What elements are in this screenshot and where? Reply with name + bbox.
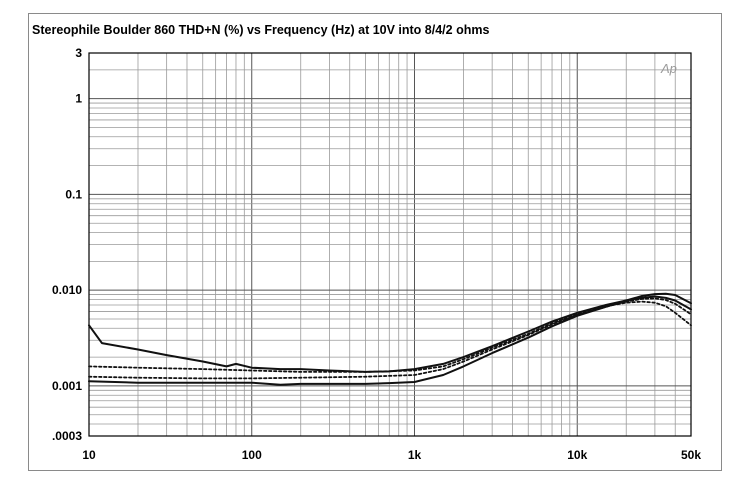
series-line-3 [88,297,692,380]
x-tick-label: 50k [681,448,701,462]
y-tick-label: 1 [75,92,82,106]
y-tick-label: 0.001 [52,379,82,393]
y-tick-label: 0.010 [52,283,82,297]
plot-border [88,52,692,437]
y-tick-label: 3 [75,46,82,60]
chart-title: Stereophile Boulder 860 THD+N (%) vs Fre… [32,23,489,37]
chart-frame: Stereophile Boulder 860 THD+N (%) vs Fre… [28,13,722,471]
series-layer [88,292,692,386]
x-tick-label: 1k [408,448,422,462]
series-line-2 [88,300,692,373]
y-tick-label: 0.1 [65,187,82,201]
ap-watermark: Ap [660,61,677,76]
series-line-1 [88,295,692,373]
y-tick-label: .0003 [52,429,82,443]
x-tick-label: 100 [242,448,262,462]
thd-frequency-chart: Stereophile Boulder 860 THD+N (%) vs Fre… [32,23,701,462]
tick-label-layer: 10 100 1k 10k 50k 3 1 0.1 0.010 0.001 .0003 [52,46,701,462]
x-tick-label: 10 [82,448,96,462]
x-tick-label: 10k [567,448,587,462]
series-line-4 [88,292,692,386]
